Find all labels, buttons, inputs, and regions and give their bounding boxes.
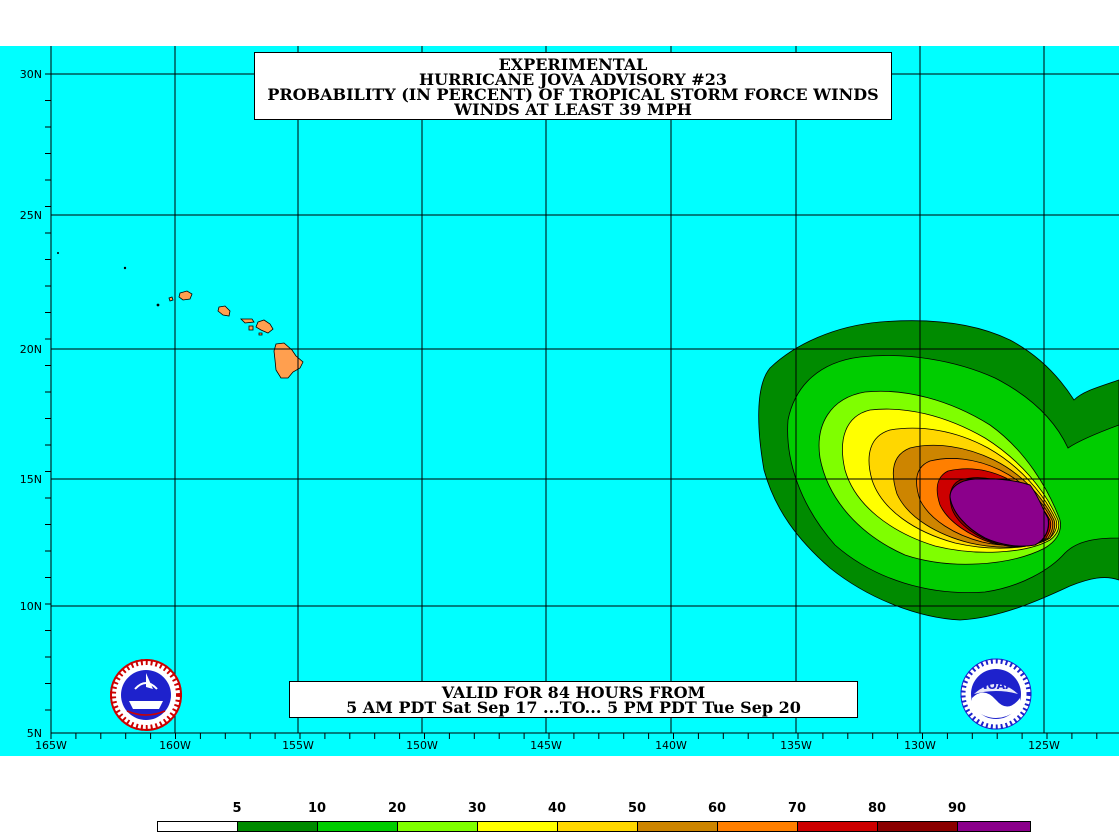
map-title-box: EXPERIMENTAL HURRICANE JOVA ADVISORY #23… xyxy=(254,52,892,120)
lat-tick-label: 25N xyxy=(20,209,42,222)
legend-swatch xyxy=(718,822,798,831)
legend-swatch xyxy=(158,822,238,831)
title-line-1: EXPERIMENTAL xyxy=(498,55,648,74)
legend-swatch xyxy=(638,822,718,831)
lon-tick-label: 135W xyxy=(780,739,812,752)
island-hawaii xyxy=(273,342,304,379)
island-necker xyxy=(123,266,127,270)
island-nihoa xyxy=(156,303,160,307)
legend-swatch xyxy=(958,822,1030,831)
island-maui xyxy=(255,319,274,334)
lat-tick-label: 5N xyxy=(27,727,42,740)
map-area: 165W 160W 155W 150W 145W 140W 135W 130W 125W 30N 2… xyxy=(0,46,1119,756)
lon-tick-label: 125W xyxy=(1028,739,1060,752)
lon-tick-label: 130W xyxy=(904,739,936,752)
legend-label: 5 xyxy=(232,801,242,816)
hawaiian-islands xyxy=(57,251,304,379)
legend-swatch xyxy=(478,822,558,831)
lat-tick-label: 30N xyxy=(20,68,42,81)
legend-label: 10 xyxy=(307,801,327,816)
island-kahoolawe xyxy=(258,332,263,336)
valid-line-1: VALID FOR 84 HOURS FROM xyxy=(441,683,706,702)
lon-tick-label: 160W xyxy=(159,739,191,752)
legend-label: 30 xyxy=(467,801,487,816)
lat-lon-grid xyxy=(50,46,1119,734)
map-canvas: 165W 160W 155W 150W 145W 140W 135W 130W 125W 30N 2… xyxy=(20,46,1119,752)
legend-label: 90 xyxy=(947,801,967,816)
lon-tick-label: 165W xyxy=(35,739,67,752)
island-french-frigate xyxy=(57,251,60,254)
lon-tick-label: 155W xyxy=(282,739,314,752)
island-lanai xyxy=(248,325,254,331)
lat-tick-label: 20N xyxy=(20,343,42,356)
noaa-logo: NOAA xyxy=(960,658,1032,730)
legend-swatch xyxy=(318,822,398,831)
title-line-4: WINDS AT LEAST 39 MPH xyxy=(454,100,692,119)
lon-tick-label: 150W xyxy=(406,739,438,752)
lat-tick-label: 10N xyxy=(20,600,42,613)
probability-legend xyxy=(157,821,1031,832)
legend-swatch xyxy=(798,822,878,831)
island-niihau xyxy=(168,296,174,302)
valid-period-box: VALID FOR 84 HOURS FROM 5 AM PDT Sat Sep… xyxy=(289,681,858,718)
legend-label: 60 xyxy=(707,801,727,816)
legend-label: 50 xyxy=(627,801,647,816)
legend-swatch xyxy=(558,822,638,831)
title-line-2: HURRICANE JOVA ADVISORY #23 xyxy=(419,70,727,89)
nws-logo xyxy=(110,659,182,731)
island-kauai xyxy=(178,290,193,301)
valid-line-2: 5 AM PDT Sat Sep 17 ...TO... 5 PM PDT Tu… xyxy=(346,698,801,717)
legend-label: 20 xyxy=(387,801,407,816)
lat-tick-label: 15N xyxy=(20,473,42,486)
wind-probability-contours xyxy=(758,320,1119,621)
island-oahu xyxy=(217,305,231,317)
legend-label: 70 xyxy=(787,801,807,816)
legend-label: 80 xyxy=(867,801,887,816)
axes: 165W 160W 155W 150W 145W 140W 135W 130W 125W 30N 2… xyxy=(20,68,1098,752)
legend-label: 40 xyxy=(547,801,567,816)
legend-swatch xyxy=(398,822,478,831)
lon-tick-label: 140W xyxy=(655,739,687,752)
legend-swatch xyxy=(878,822,958,831)
lon-tick-label: 145W xyxy=(530,739,562,752)
noaa-logo-text: NOAA xyxy=(978,679,1014,692)
legend-swatch xyxy=(238,822,318,831)
title-line-3: PROBABILITY (IN PERCENT) OF TROPICAL STO… xyxy=(267,85,879,104)
island-molokai xyxy=(240,318,255,324)
